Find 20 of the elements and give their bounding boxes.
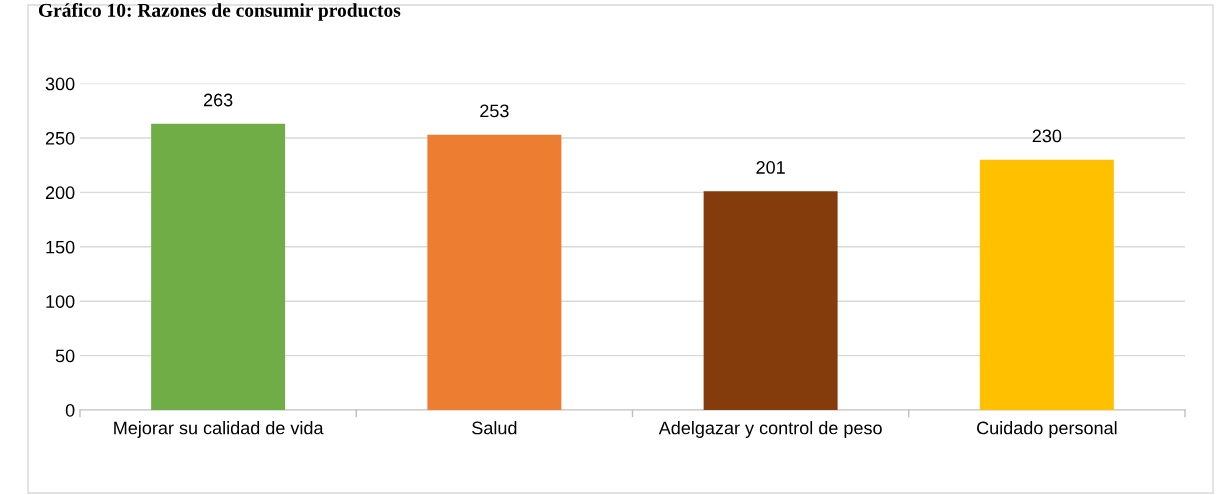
- x-tick-label: Adelgazar y control de peso: [658, 421, 882, 438]
- data-label: 263: [203, 93, 233, 107]
- y-tick-label: 150: [46, 240, 75, 254]
- bar: [703, 191, 838, 410]
- x-tick-label: Cuidado personal: [977, 421, 1117, 438]
- data-label: 201: [756, 161, 785, 174]
- bar: [151, 123, 286, 410]
- data-label: 253: [480, 104, 509, 118]
- bar: [427, 134, 562, 410]
- x-tick-label: Salud: [472, 421, 517, 435]
- y-tick-label: 200: [45, 186, 75, 200]
- y-tick-label: 50: [55, 349, 75, 363]
- bar: [979, 159, 1114, 410]
- y-tick-label: 300: [45, 77, 75, 91]
- y-tick-label: 100: [46, 295, 75, 308]
- chart-title: Gráfico 10: Razones de consumir productos: [38, 3, 401, 21]
- y-tick-label: 0: [65, 403, 75, 417]
- data-label: 230: [1032, 129, 1062, 143]
- x-tick-label: Mejorar su calidad de vida: [114, 421, 324, 438]
- y-tick-label: 250: [45, 131, 75, 145]
